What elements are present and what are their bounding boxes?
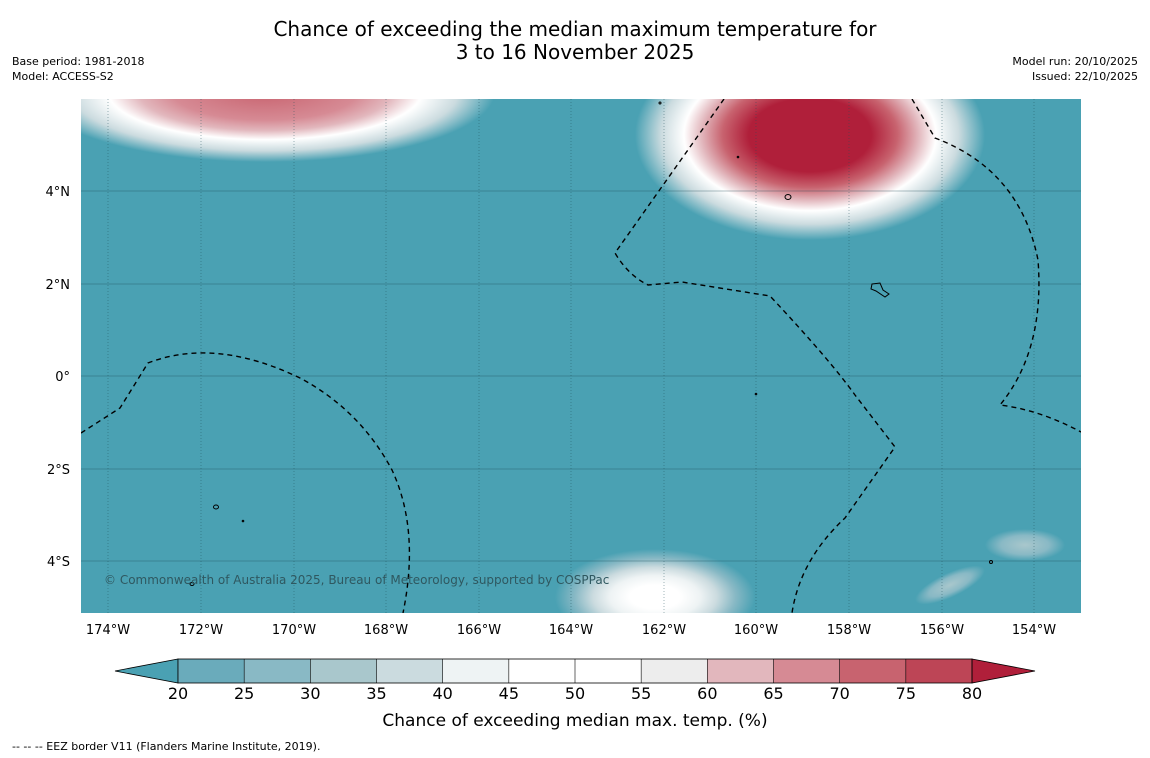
map-plot: © Commonwealth of Australia 2025, Bureau… <box>81 99 1081 613</box>
island-8 <box>658 101 662 105</box>
colorbar-tick-label: 45 <box>499 684 519 703</box>
meta-right: Model run: 20/10/2025 Issued: 22/10/2025 <box>1012 54 1138 84</box>
colorbar-tick-label: 20 <box>168 684 188 703</box>
graticule <box>81 99 1081 613</box>
colorbar-segment <box>508 659 576 683</box>
island-3 <box>213 504 219 510</box>
meta-left: Base period: 1981-2018 Model: ACCESS-S2 <box>12 54 144 84</box>
island-9 <box>736 155 740 159</box>
island-6 <box>754 392 758 396</box>
lon-label: 170°W <box>272 623 316 638</box>
colorbar-tick-label: 80 <box>962 684 982 703</box>
lat-label: 2°S <box>47 463 70 478</box>
weak-anomaly-southeast-2 <box>915 565 985 605</box>
colorbar-segment <box>178 659 245 683</box>
longitude-labels: 174°W 172°W 170°W 168°W 166°W 164°W 162°… <box>86 623 1056 638</box>
lat-label: 0° <box>55 370 70 385</box>
lon-label: 166°W <box>457 623 501 638</box>
colorbar-high-extension <box>971 658 1036 684</box>
colorbar-tick-label: 55 <box>631 684 651 703</box>
title-line-1: Chance of exceeding the median maximum t… <box>273 17 877 41</box>
island-4 <box>189 582 195 586</box>
colorbar-segment <box>707 659 774 683</box>
eez-borders <box>81 99 1081 613</box>
lon-label: 172°W <box>179 623 223 638</box>
eez-border-east <box>911 99 1081 433</box>
colorbar-tick-labels: 20 25 30 35 40 45 50 55 60 65 70 75 80 <box>168 684 982 703</box>
colorbar-segment <box>905 659 973 683</box>
island-7 <box>989 560 993 564</box>
warm-anomaly-northwest <box>81 99 494 162</box>
copyright-text: © Commonwealth of Australia 2025, Bureau… <box>104 573 609 587</box>
lon-label: 162°W <box>642 623 686 638</box>
model-run: Model run: 20/10/2025 <box>1012 55 1138 68</box>
colorbar-segment <box>575 659 642 683</box>
chart-title: Chance of exceeding the median maximum t… <box>0 18 1150 64</box>
island-1 <box>784 194 792 200</box>
lon-label: 174°W <box>86 623 130 638</box>
colorbar-title: Chance of exceeding median max. temp. (%… <box>382 711 767 731</box>
colorbar-segments <box>178 659 973 683</box>
colorbar-tick-label: 50 <box>565 684 585 703</box>
colorbar-frame <box>177 658 973 684</box>
lat-label: 4°S <box>47 555 70 570</box>
colorbar-segment <box>310 659 377 683</box>
colorbar-segment <box>839 659 907 683</box>
colorbar-segment <box>376 659 444 683</box>
eez-border-central <box>614 99 896 613</box>
neutral-anomaly-south <box>555 549 755 613</box>
colorbar-segment <box>641 659 708 683</box>
colorbar-tick-label: 75 <box>896 684 916 703</box>
colorbar-tick-label: 70 <box>829 684 849 703</box>
colorbar-tick-label: 40 <box>432 684 452 703</box>
lon-label: 158°W <box>827 623 871 638</box>
lat-label: 2°N <box>46 278 71 293</box>
colorbar-tick-label: 65 <box>763 684 783 703</box>
weak-anomaly-southeast <box>985 529 1065 561</box>
eez-footnote: -- -- -- EEZ border V11 (Flanders Marine… <box>12 740 321 753</box>
island-5 <box>241 519 245 523</box>
colorbar-tick-label: 30 <box>300 684 320 703</box>
lat-label: 4°N <box>46 185 71 200</box>
colorbar-segment <box>773 659 841 683</box>
warm-anomaly-northeast <box>635 99 985 240</box>
islands <box>189 101 993 586</box>
eez-border-west <box>81 352 411 613</box>
issued-date: Issued: 22/10/2025 <box>1031 70 1138 83</box>
colorbar-tick-label: 60 <box>697 684 717 703</box>
lon-label: 164°W <box>549 623 593 638</box>
latitude-labels: 4°N 2°N 0° 2°S 4°S <box>46 185 71 570</box>
lon-label: 168°W <box>364 623 408 638</box>
model-name: Model: ACCESS-S2 <box>12 70 114 83</box>
lon-label: 156°W <box>920 623 964 638</box>
colorbar-segment <box>442 659 510 683</box>
island-2 <box>870 282 890 298</box>
colorbar-low-extension <box>114 658 179 684</box>
colorbar-tick-label: 35 <box>366 684 386 703</box>
colorbar-tick-label: 25 <box>234 684 254 703</box>
colorbar-segment <box>244 659 311 683</box>
colorbar: 20 25 30 35 40 45 50 55 60 65 70 75 80 Chance of exc… <box>114 658 1036 731</box>
base-period: Base period: 1981-2018 <box>12 55 145 68</box>
title-line-2: 3 to 16 November 2025 <box>455 40 695 64</box>
lon-label: 160°W <box>734 623 778 638</box>
lon-label: 154°W <box>1012 623 1056 638</box>
